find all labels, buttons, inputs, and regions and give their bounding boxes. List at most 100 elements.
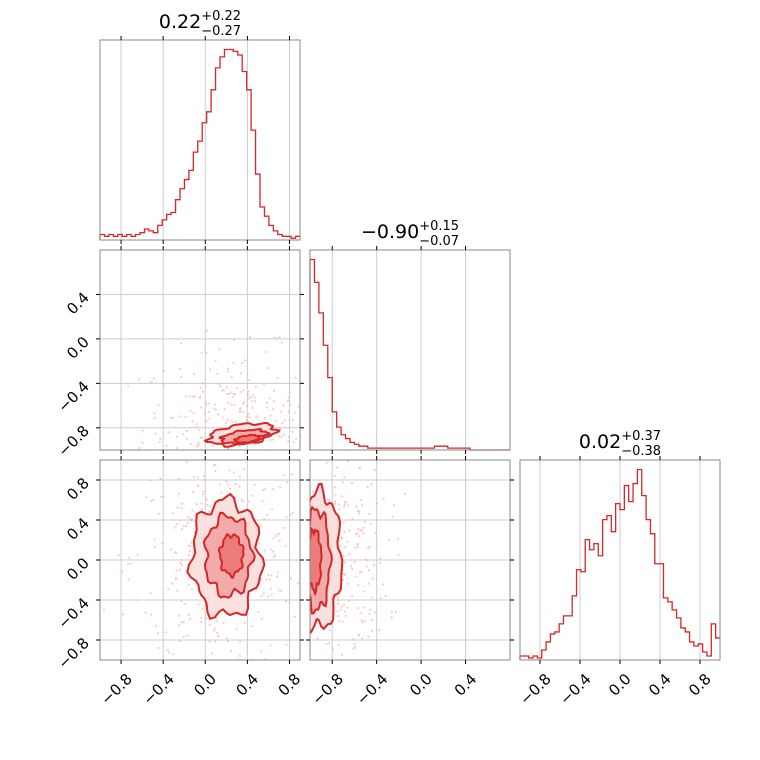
scatter-point	[296, 611, 298, 613]
scatter-point	[291, 537, 293, 539]
scatter-point	[358, 634, 361, 637]
scatter-point	[340, 605, 343, 608]
scatter-point	[375, 460, 378, 463]
scatter-point	[239, 407, 242, 410]
scatter-point	[127, 556, 131, 559]
scatter-point	[218, 483, 222, 486]
joint-panel-1-2: −0.8 −0.4 0.0 0.4	[277, 430, 514, 709]
scatter-point	[158, 440, 161, 444]
joint-content	[277, 430, 407, 677]
scatter-point	[246, 393, 250, 396]
scatter-point	[349, 430, 351, 432]
scatter-point	[217, 635, 220, 638]
x-tick-label: −0.4	[353, 670, 391, 708]
scatter-point	[336, 614, 340, 618]
scatter-point	[201, 379, 203, 381]
scatter-point	[318, 476, 320, 478]
scatter-point	[325, 642, 328, 646]
scatter-point	[251, 494, 254, 497]
scatter-point	[351, 637, 354, 641]
scatter-point	[272, 400, 275, 403]
scatter-point	[269, 453, 271, 455]
scatter-point	[270, 593, 273, 596]
scatter-point	[188, 617, 192, 620]
scatter-point	[199, 455, 201, 457]
scatter-point	[300, 538, 302, 540]
scatter-point	[177, 492, 181, 495]
scatter-point	[175, 447, 179, 450]
scatter-point	[120, 699, 122, 701]
scatter-point	[358, 467, 362, 470]
scatter-point	[268, 496, 270, 498]
scatter-point	[234, 420, 237, 423]
scatter-point	[250, 465, 252, 467]
scatter-point	[206, 503, 209, 506]
scatter-point	[307, 583, 309, 585]
density-contour-level-3	[232, 433, 263, 444]
y-tick-label: 0.0	[63, 554, 93, 584]
scatter-point	[320, 414, 322, 416]
scatter-point	[287, 440, 290, 443]
scatter-point	[121, 570, 124, 573]
scatter-point	[247, 412, 250, 416]
scatter-point	[343, 561, 347, 564]
scatter-point	[261, 500, 264, 503]
scatter-point	[185, 437, 189, 440]
scatter-point	[270, 487, 272, 489]
title-lower-error: −0.27	[201, 24, 241, 39]
scatter-point	[328, 629, 331, 632]
scatter-point	[199, 386, 203, 390]
scatter-point	[253, 396, 256, 399]
scatter-point	[277, 533, 280, 536]
scatter-point	[229, 650, 233, 653]
scatter-point	[360, 619, 363, 622]
scatter-point	[238, 475, 241, 478]
scatter-point	[175, 435, 179, 439]
scatter-point	[338, 545, 342, 548]
scatter-point	[277, 589, 280, 592]
scatter-point	[187, 509, 189, 511]
scatter-point	[369, 522, 372, 525]
scatter-point	[164, 457, 166, 459]
scatter-point	[344, 614, 348, 617]
scatter-point	[238, 485, 241, 488]
scatter-point	[252, 393, 255, 396]
scatter-point	[202, 390, 205, 393]
scatter-point	[317, 429, 319, 431]
scatter-point	[346, 606, 349, 609]
scatter-point	[363, 590, 366, 593]
scatter-point	[155, 624, 158, 627]
scatter-point	[365, 558, 369, 562]
scatter-point	[339, 608, 342, 611]
scatter-point	[297, 476, 299, 478]
scatter-point	[276, 575, 279, 578]
panel-title: 0.22+0.22 −0.27	[159, 9, 241, 39]
scatter-point	[283, 419, 286, 422]
scatter-point	[255, 415, 258, 418]
scatter-point	[165, 631, 168, 634]
scatter-point	[353, 642, 356, 646]
scatter-point	[179, 415, 182, 418]
scatter-point	[341, 670, 343, 672]
scatter-point	[342, 521, 345, 524]
scatter-point	[229, 456, 231, 458]
scatter-point	[277, 536, 279, 538]
scatter-point	[312, 454, 314, 456]
scatter-point	[211, 444, 214, 447]
scatter-point	[301, 528, 303, 530]
scatter-point	[391, 515, 394, 518]
scatter-point	[274, 453, 276, 455]
scatter-point	[362, 606, 365, 609]
scatter-point	[285, 453, 287, 455]
scatter-point	[269, 505, 271, 507]
scatter-point	[228, 469, 231, 472]
scatter-point	[375, 542, 378, 546]
scatter-point	[203, 412, 206, 415]
scatter-point	[277, 538, 279, 540]
scatter-point	[314, 675, 316, 677]
scatter-point	[336, 597, 340, 600]
density-contour-level-3	[310, 526, 323, 597]
scatter-point	[214, 640, 217, 643]
scatter-point	[208, 410, 211, 414]
